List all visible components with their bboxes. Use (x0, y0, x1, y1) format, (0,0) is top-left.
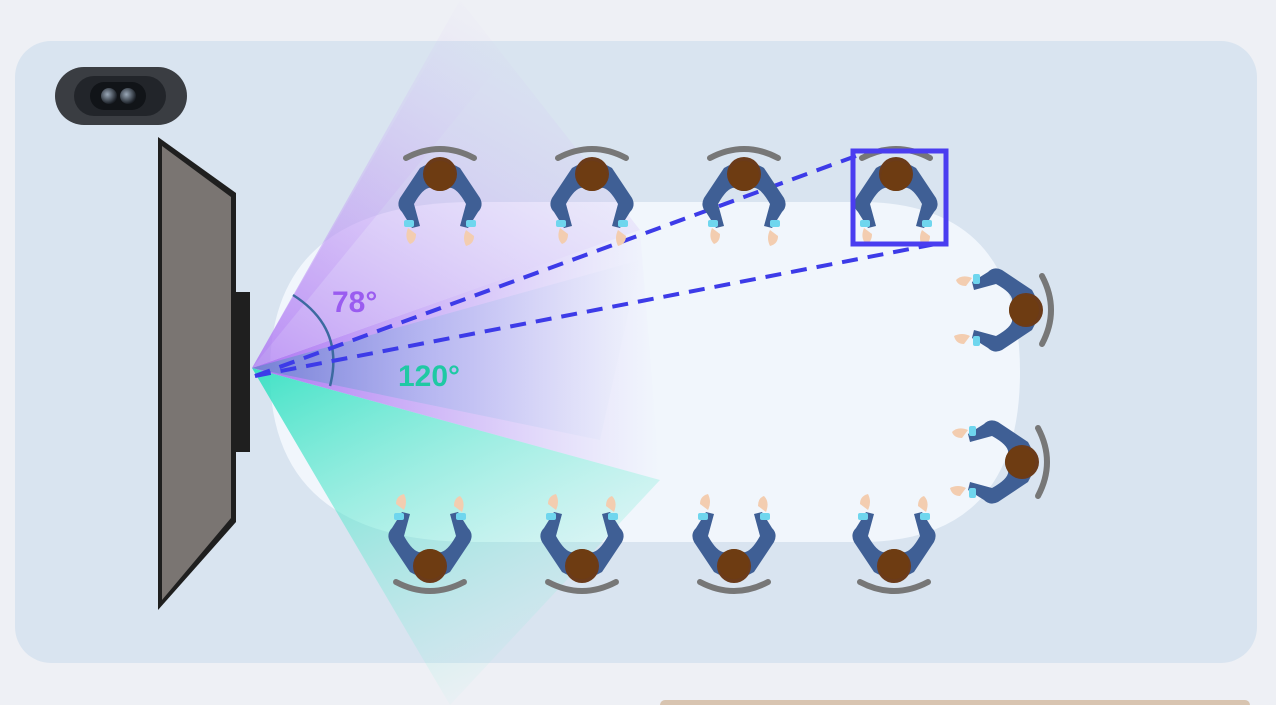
wide-angle-label: 120° (398, 360, 460, 393)
tracking-lines (254, 154, 947, 378)
preview-strip (660, 700, 1250, 705)
display-screen-icon (158, 137, 250, 610)
camera-device-icon (55, 67, 187, 125)
tracking-box (850, 148, 949, 247)
narrow-angle-label: 78° (332, 286, 377, 319)
angle-arc (292, 293, 335, 387)
